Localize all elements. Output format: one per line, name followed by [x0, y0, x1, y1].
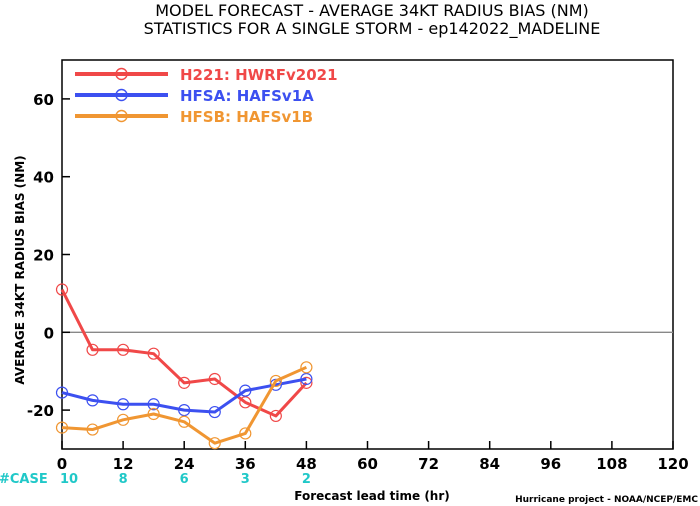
legend-entry-label: H221: HWRFv2021 [180, 66, 338, 84]
data-point [147, 407, 160, 421]
x-tick-label: 120 [657, 455, 688, 473]
data-point [239, 427, 252, 440]
x-tick-label: 108 [596, 455, 627, 473]
data-point [116, 398, 130, 411]
data-point [55, 421, 69, 434]
legend-marker [115, 109, 128, 123]
data-point [300, 361, 313, 374]
data-point [116, 343, 130, 356]
data-point [55, 283, 69, 296]
x-tick-label: 84 [479, 455, 500, 473]
data-point [208, 405, 221, 419]
data-point [116, 413, 130, 426]
y-tick-label: 60 [33, 91, 54, 109]
x-tick-label: 60 [357, 455, 378, 473]
x-tick-label: 12 [113, 455, 134, 473]
series-line [61, 365, 308, 445]
data-point [269, 409, 282, 423]
legend-entry-label: HFSA: HAFSv1A [180, 87, 314, 105]
data-point [55, 386, 69, 399]
series-line [60, 288, 308, 418]
x-tick-label: 96 [540, 455, 561, 473]
chart-subtitle: STATISTICS FOR A SINGLE STORM - ep142022… [144, 19, 601, 39]
data-point [239, 396, 252, 409]
data-point [86, 343, 99, 356]
data-point [208, 372, 221, 386]
y-tick-label: 20 [33, 247, 54, 265]
case-count-label: #CASE [0, 472, 48, 487]
x-tick-label: 36 [235, 455, 256, 473]
legend-marker [115, 67, 128, 81]
x-axis-label: Forecast lead time (hr) [294, 489, 450, 503]
data-point [178, 404, 191, 417]
data-point [147, 398, 160, 411]
x-tick-label: 48 [296, 455, 317, 473]
case-count-value: 6 [180, 472, 189, 487]
data-point [300, 376, 313, 389]
data-point [147, 347, 160, 360]
data-point [178, 376, 191, 389]
y-axis-label: AVERAGE 34KT RADIUS BIAS (NM) [13, 155, 27, 384]
chart-title: MODEL FORECAST - AVERAGE 34KT RADIUS BIA… [155, 1, 589, 20]
data-point [86, 394, 99, 407]
x-tick-label: 24 [174, 455, 195, 473]
legend-marker [115, 88, 128, 102]
data-point [269, 374, 282, 388]
y-tick-label: 40 [33, 169, 54, 187]
plot-frame [61, 59, 674, 450]
legend-entry-label: HFSB: HAFSv1B [180, 108, 313, 126]
y-tick-label: 0 [44, 324, 54, 342]
data-point [86, 423, 99, 436]
x-tick-label: 72 [418, 455, 439, 473]
data-point [208, 437, 221, 450]
data-point [300, 372, 313, 386]
data-point [239, 384, 252, 397]
case-count-value: 2 [302, 472, 311, 487]
data-point [178, 415, 191, 428]
case-count-value: 3 [241, 472, 250, 487]
case-count-value: 8 [119, 472, 128, 487]
y-tick-label: -20 [27, 402, 54, 420]
x-tick-label: 0 [57, 455, 67, 473]
case-count-value: 10 [60, 472, 78, 487]
credit-text: Hurricane project - NOAA/NCEP/EMC [515, 495, 698, 505]
series-line [61, 377, 307, 414]
